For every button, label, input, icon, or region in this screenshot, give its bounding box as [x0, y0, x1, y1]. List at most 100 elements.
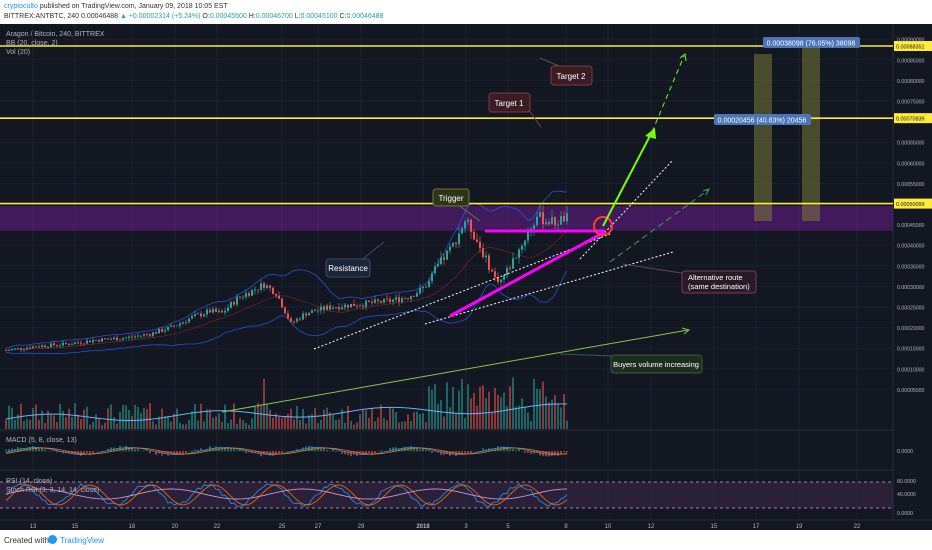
candle-body: [8, 350, 10, 351]
volume-bar: [131, 415, 133, 429]
macd-histogram-bar: [425, 449, 427, 452]
candle-body: [344, 304, 346, 308]
measure-label-1: 0.00020456 (40.83%) 20456: [714, 114, 811, 125]
macd-histogram-bar: [143, 450, 145, 452]
volume-bar: [407, 414, 409, 429]
volume-bar: [374, 421, 376, 429]
candle-body: [383, 298, 385, 303]
projection-trendline: [579, 160, 673, 260]
volume-bar: [509, 386, 511, 429]
x-tick-label: 27: [315, 524, 322, 530]
x-tick-label: 3: [464, 524, 468, 530]
candle-body: [74, 342, 76, 345]
legend-vol[interactable]: Vol (20): [6, 49, 30, 56]
macd-histogram-bar: [230, 447, 232, 452]
candle-body: [17, 347, 19, 349]
target-1-callout-line: [527, 108, 542, 128]
volume-bar: [227, 423, 229, 429]
buyers-volume-line: [221, 329, 689, 413]
candle-body: [11, 349, 13, 351]
volume-bar: [347, 405, 349, 429]
volume-bar: [68, 408, 70, 429]
volume-bar: [104, 422, 106, 429]
volume-bar: [203, 421, 205, 429]
volume-bar: [476, 405, 478, 429]
tradingview-logo-icon: [48, 535, 57, 544]
macd-histogram-bar: [389, 448, 391, 452]
candle-body: [431, 273, 433, 282]
candle-body: [164, 330, 166, 332]
legend-title[interactable]: Aragon / Bitcoin, 240, BITTREX: [6, 31, 105, 38]
candle-body: [5, 350, 7, 352]
macd-histogram-bar: [257, 451, 259, 454]
volume-bar: [71, 417, 73, 429]
volume-bar: [26, 418, 28, 429]
resistance-callout-line: [359, 241, 385, 262]
legend-stoch[interactable]: Stoch RSI (3, 3, 14, 14, close): [6, 487, 99, 494]
macd-histogram-bar: [218, 448, 220, 452]
candle-body: [104, 338, 106, 340]
candle-body: [230, 302, 232, 308]
volume-bar: [440, 400, 442, 429]
callout-trigger[interactable]: Trigger: [432, 188, 470, 207]
candle-body: [278, 295, 280, 299]
macd-histogram-bar: [281, 451, 283, 453]
price-scale[interactable]: [893, 24, 932, 530]
candle-body: [452, 242, 454, 247]
x-axis-labels: 13 15 18 20 22 25 27 29 2018 3 5 8 10 12 15 17 19 22: [30, 524, 861, 530]
callout-buyers[interactable]: Buyers volume increasing: [610, 354, 703, 374]
volume-bar: [395, 411, 397, 429]
volume-bar: [443, 416, 445, 429]
tradingview-brand[interactable]: TradingView: [60, 536, 105, 545]
candle-body: [80, 342, 82, 344]
y-tick-label: 0.00085000: [897, 58, 925, 64]
candle-body: [521, 245, 523, 250]
callout-target-2[interactable]: Target 2: [550, 65, 593, 86]
support-trendline-2: [424, 251, 674, 325]
macd-histogram-bar: [464, 451, 466, 455]
legend-bb[interactable]: BB (20, close, 2): [6, 40, 58, 47]
volume-bar: [449, 407, 451, 429]
indicator-axis-labels: 0.0000 80.0000 40.0000 0.0000: [897, 449, 916, 517]
callout-resistance[interactable]: Resistance: [325, 258, 371, 278]
measure-label-1-box: [714, 114, 811, 125]
created-with-text: Created with: [4, 536, 49, 545]
volume-bar: [98, 418, 100, 429]
candle-body: [188, 318, 190, 323]
candle-body: [422, 286, 424, 289]
candle-body: [506, 267, 508, 276]
volume-bar: [77, 414, 79, 429]
volume-bar: [332, 415, 334, 429]
macd-histogram-bar: [467, 451, 469, 454]
candle-body: [437, 264, 439, 267]
x-tick-label: 18: [129, 524, 136, 530]
candle-body: [200, 313, 202, 317]
callout-alternative-route[interactable]: Alternative route (same destination): [681, 270, 757, 294]
measure-label-2-text: 0.00038098 (76.05%) 38098: [767, 41, 856, 48]
macd-histogram-bar: [20, 447, 22, 452]
macd-histogram-bar: [368, 451, 370, 454]
open-label: O:: [202, 13, 210, 20]
volume-bar: [458, 390, 460, 429]
candle-body: [86, 340, 88, 344]
candle-body: [59, 345, 61, 347]
candle-body: [395, 297, 397, 300]
volume-bar: [209, 409, 211, 429]
candle-body: [371, 301, 373, 303]
x-tick-label: 17: [753, 524, 760, 530]
chart-area[interactable]: 0.00088351 0.00070839 0.00050099 Target 2 …: [0, 24, 932, 530]
candle-body: [77, 342, 79, 344]
macd-histogram-bar: [311, 446, 313, 452]
volume-bar: [176, 408, 178, 429]
author-name[interactable]: cryptoculto: [4, 3, 38, 10]
legend-rsi[interactable]: RSI (14, close): [6, 478, 52, 485]
volume-bar: [65, 417, 67, 429]
volume-bar: [245, 422, 247, 429]
legend-macd[interactable]: MACD (5, 8, close, 13): [6, 437, 77, 444]
volume-bar: [488, 391, 490, 429]
callout-target-1[interactable]: Target 1: [488, 92, 531, 113]
candle-body: [203, 314, 205, 317]
level-label-box-target-1: [894, 113, 932, 124]
candle-body: [176, 325, 178, 327]
